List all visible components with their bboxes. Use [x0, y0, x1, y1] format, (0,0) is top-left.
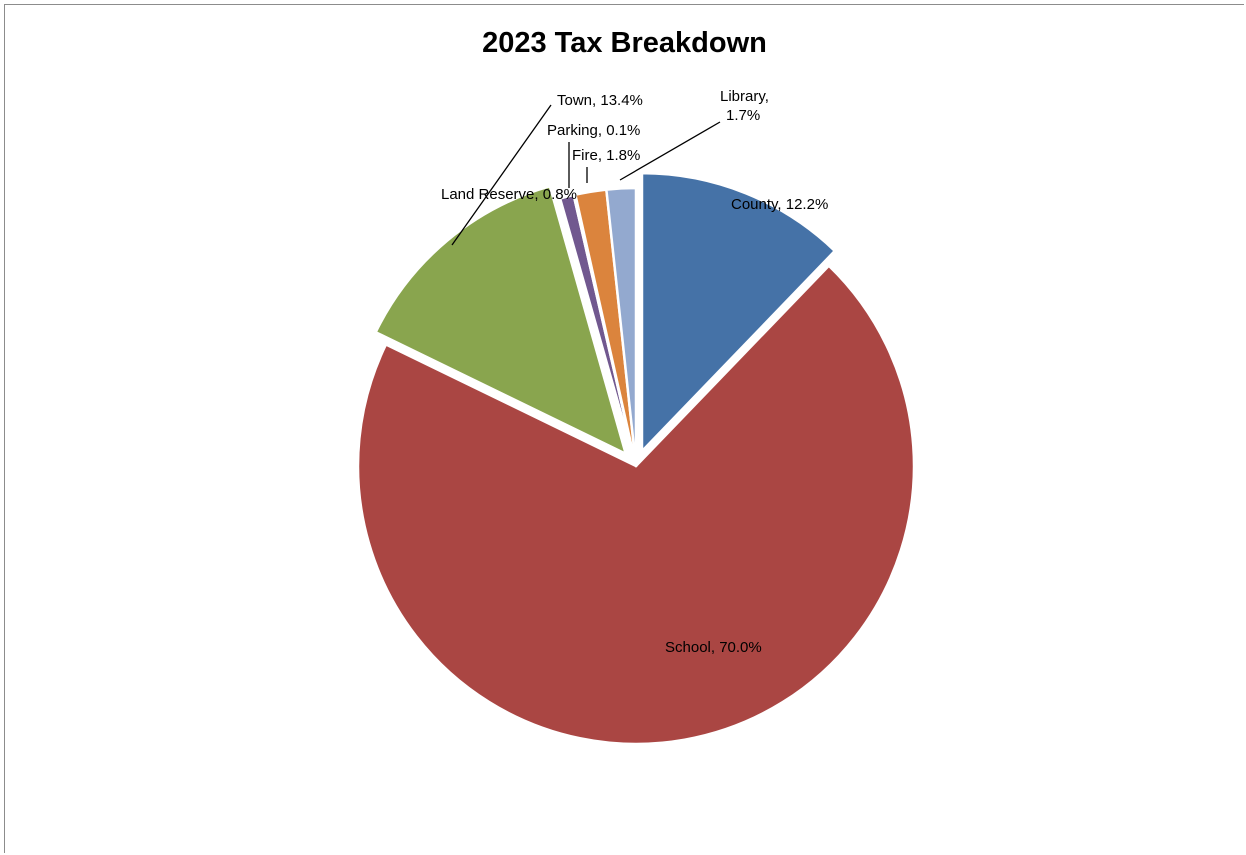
data-label-school: School, 70.0%: [665, 639, 762, 656]
pie-slice-school: [356, 264, 916, 746]
pie-slice-county: [640, 171, 837, 453]
leader-line-town: [451, 104, 552, 246]
data-label-town: Town, 13.4%: [557, 92, 643, 109]
pie-slice-library: [605, 186, 638, 468]
chart-title: 2023 Tax Breakdown: [482, 27, 767, 59]
chart-area: 2023 Tax Breakdown: [4, 4, 1244, 853]
pie-slice-town: [374, 185, 627, 455]
data-label-library: Library, 1.7%: [720, 88, 769, 124]
data-label-fire: Fire, 1.8%: [572, 147, 640, 164]
data-label-parking: Parking, 0.1%: [547, 122, 640, 139]
leader-line-library: [619, 121, 721, 181]
data-label-land-reserve: Land Reserve, 0.8%: [441, 186, 577, 203]
data-label-county: County, 12.2%: [731, 196, 828, 213]
